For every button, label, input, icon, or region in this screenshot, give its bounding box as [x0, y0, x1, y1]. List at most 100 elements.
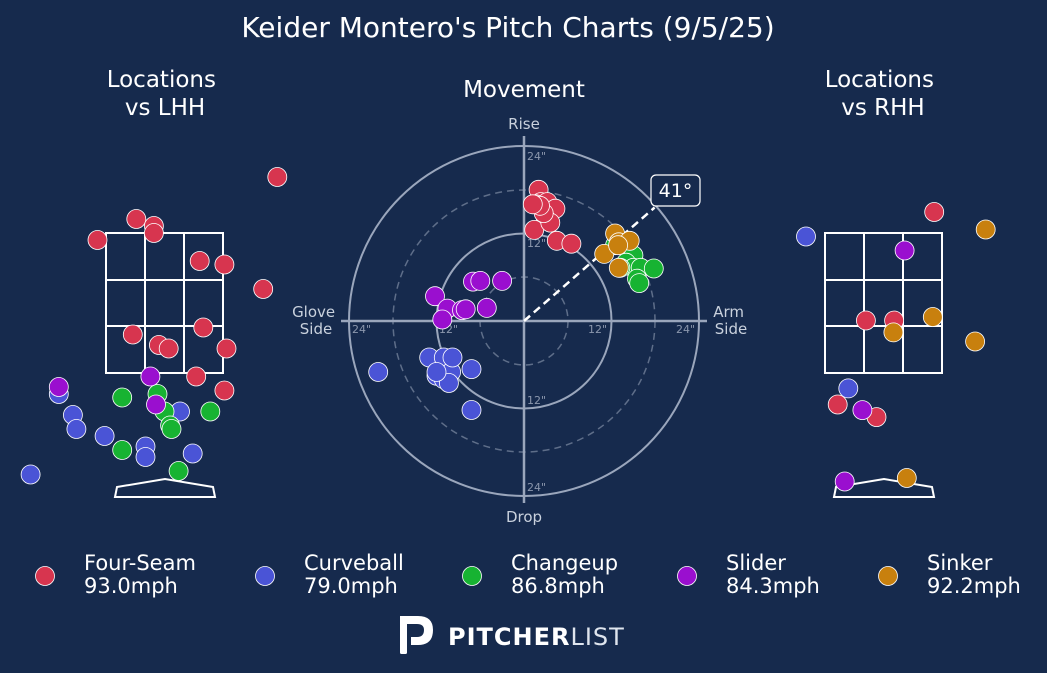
left-panel-title-line-2: vs LHH: [125, 95, 205, 121]
lhh-four-seam-point: [87, 230, 108, 250]
movement-pitch-points: [368, 179, 664, 420]
rhh-four-seam-point: [856, 310, 876, 331]
movement-curveball-point: [426, 362, 447, 382]
rhh-sinker-point: [896, 468, 917, 488]
locations-vs-rhh-panel: [796, 202, 996, 498]
legend-item-four-seam: Four-Seam 93.0mph: [35, 551, 196, 598]
arm-side-line-1: Arm: [713, 303, 744, 321]
lhh-curveball-point: [66, 419, 87, 439]
center-panel-title: Movement: [463, 77, 585, 103]
movement-panel: Rise Drop Glove Side Arm Side 24" 12" 12…: [292, 115, 747, 526]
ring-label-top-24: 24": [527, 150, 546, 163]
lhh-changeup-point: [168, 461, 189, 481]
movement-curveball-point: [461, 400, 482, 420]
right-panel-title: Locations vs RHH: [825, 67, 942, 121]
movement-curveball-point: [442, 347, 463, 368]
lhh-four-seam-point: [122, 324, 143, 345]
legend-pitch-slider: Slider: [726, 551, 786, 575]
movement-slider-point: [432, 309, 453, 330]
legend-pitch-curveball: Curveball: [304, 551, 404, 575]
rhh-slider-point: [894, 240, 915, 261]
legend-pitch-sinker: Sinker: [927, 551, 993, 575]
lhh-four-seam-point: [186, 366, 207, 387]
movement-sinker-point: [608, 257, 629, 278]
lhh-four-seam-point: [158, 338, 179, 359]
axis-label-rise: Rise: [508, 115, 540, 133]
movement-slider-point: [455, 299, 476, 320]
movement-sinker-point: [608, 235, 628, 256]
lhh-curveball-point: [20, 464, 41, 485]
legend-pitch-four-seam: Four-Seam: [84, 551, 196, 575]
ring-label-left-24: 24": [352, 323, 371, 336]
legend-item-sinker: Sinker 92.2mph: [878, 551, 1021, 598]
legend-velo-changeup: 86.8mph: [511, 574, 605, 598]
rhh-slider-point: [852, 400, 873, 421]
left-panel-title: Locations vs LHH: [107, 67, 224, 121]
lhh-four-seam-point: [143, 223, 164, 243]
lhh-changeup-point: [112, 387, 133, 408]
movement-changeup-point: [629, 273, 650, 294]
legend-item-curveball: Curveball 79.0mph: [255, 551, 411, 598]
rhh-four-seam-point: [827, 394, 848, 415]
glove-side-line-1: Glove: [292, 303, 335, 321]
legend-velo-four-seam: 93.0mph: [84, 574, 178, 598]
glove-side-line-2: Side: [300, 320, 332, 338]
lhh-four-seam-point: [216, 338, 237, 359]
ring-label-right-12: 12": [588, 323, 607, 336]
movement-curveball-point: [461, 359, 482, 380]
lhh-four-seam-point: [193, 317, 214, 338]
movement-slider-point: [470, 270, 491, 291]
legend-swatch-changeup: [462, 566, 482, 586]
lhh-changeup-point: [161, 419, 182, 439]
lhh-curveball-point: [135, 447, 156, 467]
wordmark-bold: PITCHER: [448, 623, 570, 651]
rhh-pitch-points: [796, 202, 996, 492]
arm-angle-badge: [650, 174, 701, 207]
rhh-curveball-point: [796, 226, 816, 247]
arm-angle-line: [523, 206, 656, 322]
ring-label-bottom-24: 24": [527, 481, 546, 494]
rhh-sinker-point: [883, 322, 904, 343]
legend-label-changeup: Changeup 86.8mph: [511, 551, 625, 598]
movement-four-seam-point: [522, 194, 543, 215]
legend-label-curveball: Curveball 79.0mph: [304, 551, 411, 598]
ring-label-bottom-12: 12": [527, 394, 546, 407]
legend-label-sinker: Sinker 92.2mph: [927, 551, 1021, 598]
movement-four-seam-point: [561, 233, 582, 254]
arm-side-line-2: Side: [715, 320, 747, 338]
lhh-home-plate: [113, 477, 217, 498]
lhh-four-seam-point: [214, 254, 235, 275]
legend-pitch-changeup: Changeup: [511, 551, 618, 575]
ring-label-right-24: 24": [676, 323, 695, 336]
lhh-four-seam-point: [189, 251, 210, 271]
pitcherlist-logo-icon: [400, 616, 433, 654]
legend-velo-sinker: 92.2mph: [927, 574, 1021, 598]
legend-item-slider: Slider 84.3mph: [677, 551, 820, 598]
rhh-sinker-point: [965, 331, 985, 352]
legend-swatch-sinker: [878, 566, 898, 586]
lhh-curveball-point: [182, 443, 203, 464]
rhh-slider-point: [834, 471, 855, 492]
lhh-changeup-point: [112, 440, 133, 460]
lhh-slider-point: [146, 394, 166, 415]
lhh-pitch-points: [20, 167, 288, 485]
movement-slider-point: [425, 286, 445, 307]
rhh-sinker-point: [922, 307, 943, 327]
legend-item-changeup: Changeup 86.8mph: [462, 551, 625, 598]
rhh-four-seam-point: [924, 202, 945, 222]
left-panel-title-line-1: Locations: [107, 67, 216, 93]
ring-tick-labels: 24" 12" 12" 24" 24" 12" 12" 24": [352, 150, 695, 494]
rhh-curveball-point: [838, 378, 859, 399]
legend-velo-slider: 84.3mph: [726, 574, 820, 598]
wordmark-light: LIST: [570, 623, 624, 651]
lhh-slider-point: [140, 366, 161, 387]
axis-label-glove-side: Glove Side: [292, 303, 340, 338]
legend-swatch-curveball: [255, 566, 275, 586]
movement-slider-point: [492, 270, 513, 291]
locations-vs-lhh-panel: [20, 167, 288, 498]
ring-label-top-12: 12": [527, 237, 546, 250]
right-panel-title-line-1: Locations: [825, 67, 934, 93]
lhh-four-seam-point: [126, 209, 147, 229]
lhh-four-seam-point: [214, 380, 235, 401]
